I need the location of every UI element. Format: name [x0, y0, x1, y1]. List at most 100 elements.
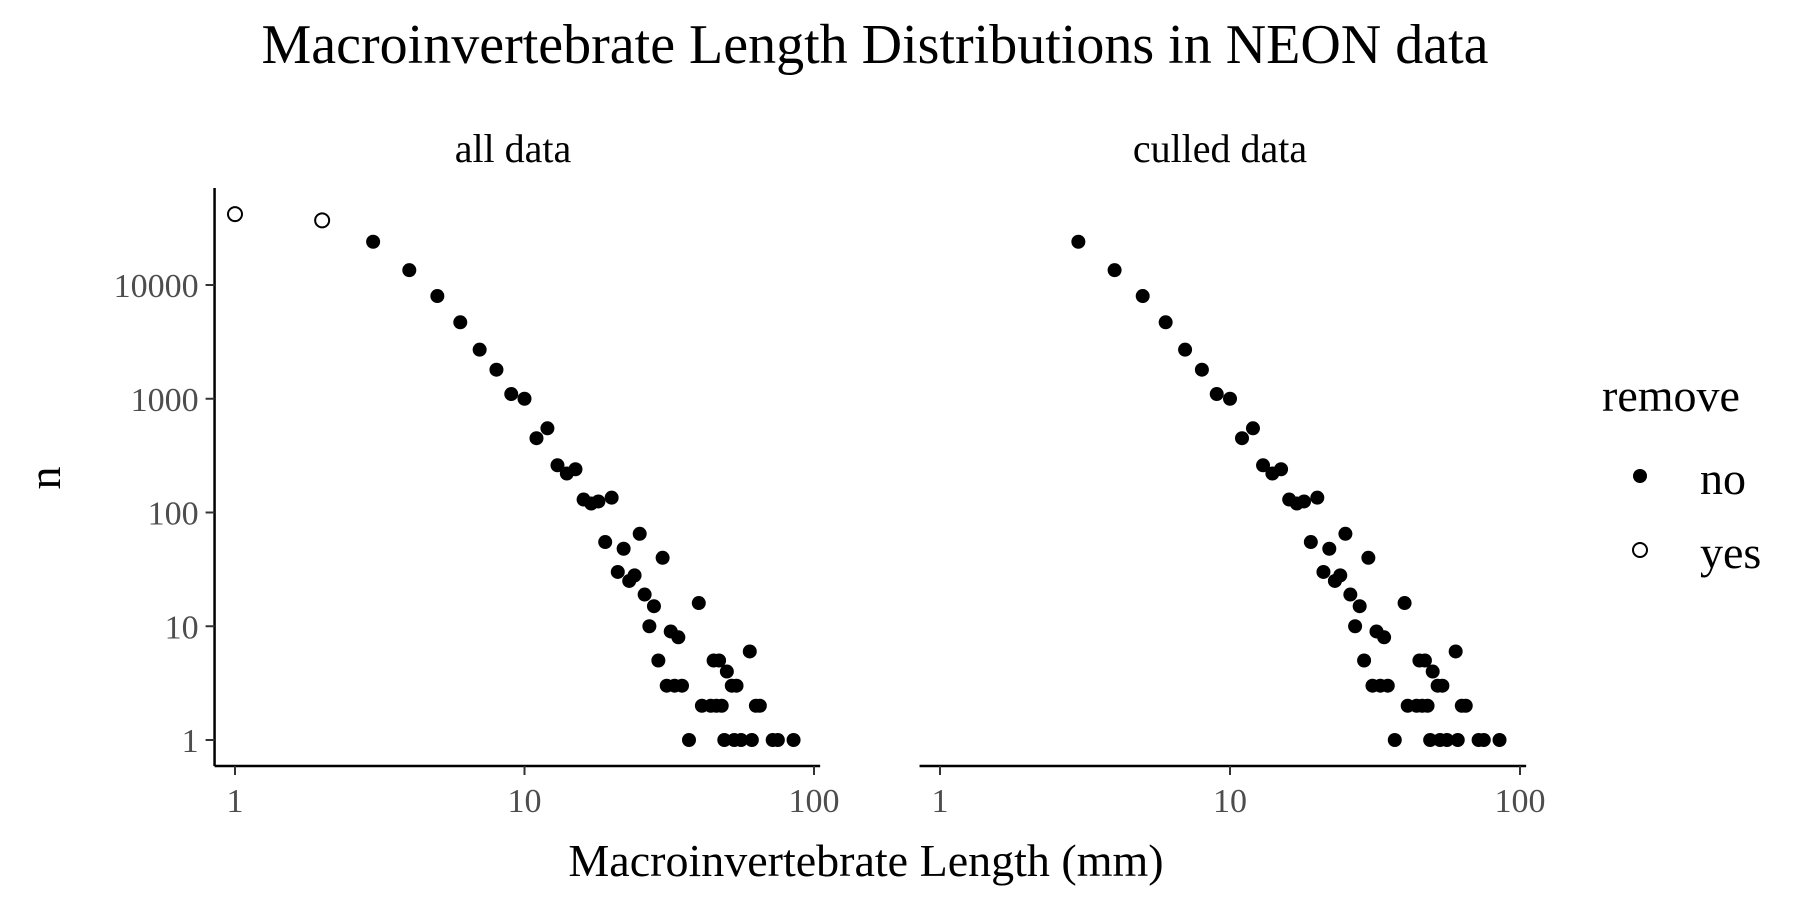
y-tick-label: 100	[148, 496, 199, 533]
data-point-no	[714, 698, 729, 713]
data-point-no	[568, 462, 583, 477]
y-tick-label: 1	[182, 723, 199, 760]
x-tick-label: 100	[1495, 783, 1546, 820]
data-point-yes	[227, 206, 243, 223]
panel-all-data: all data 1 10 100 1 10 100 1000 10000	[114, 126, 840, 820]
data-point-no	[604, 490, 619, 505]
panel-culled-data: culled data 1 10 100	[919, 126, 1546, 820]
x-tick-label: 1	[932, 783, 949, 820]
data-point-no	[1316, 564, 1331, 579]
data-point-no	[1338, 526, 1353, 541]
data-point-no	[1361, 550, 1376, 565]
data-point-no	[472, 342, 487, 357]
data-point-no	[646, 599, 661, 614]
data-point-no	[734, 733, 749, 747]
data-point-no	[681, 733, 696, 747]
data-point-no	[591, 494, 606, 509]
data-point-no	[1235, 431, 1250, 446]
x-tick-label: 1	[227, 783, 244, 820]
x-tick-label: 10	[1213, 783, 1247, 820]
data-point-no	[742, 644, 757, 659]
data-point-no	[675, 678, 690, 693]
data-point-no	[1439, 733, 1454, 747]
data-point-no	[1435, 678, 1450, 693]
chart-title: Macroinvertebrate Length Distributions i…	[262, 14, 1489, 76]
data-point-no	[1348, 619, 1363, 634]
data-point-no	[786, 733, 801, 747]
data-point-no	[517, 391, 532, 406]
data-point-no	[729, 678, 744, 693]
y-tick-label: 10	[165, 609, 199, 646]
data-point-no	[1333, 568, 1348, 583]
data-point-no	[632, 526, 647, 541]
y-axis-title: n	[19, 467, 70, 490]
panel-label-all-data: all data	[455, 126, 572, 171]
legend-key-yes	[1632, 542, 1648, 558]
y-tick-label: 1000	[131, 382, 199, 419]
data-point-no	[1274, 462, 1289, 477]
data-point-no	[1420, 698, 1435, 713]
data-point-no	[1423, 733, 1438, 747]
data-point-no	[1492, 733, 1507, 747]
data-point-no	[430, 289, 445, 304]
data-point-no	[1158, 315, 1173, 330]
data-point-no	[1387, 733, 1402, 747]
data-point-no	[1135, 289, 1150, 304]
data-point-no	[651, 653, 666, 668]
data-point-no	[1223, 391, 1237, 406]
data-point-no	[1303, 535, 1318, 550]
data-point-no	[1352, 599, 1367, 614]
data-point-no	[1194, 362, 1209, 377]
data-point-no	[1448, 644, 1463, 659]
data-point-no	[1297, 494, 1312, 509]
data-point-no	[1458, 698, 1473, 713]
data-point-no	[1256, 458, 1271, 473]
data-point-no	[1322, 541, 1337, 556]
data-point-no	[1450, 733, 1465, 747]
data-point-no	[540, 421, 555, 436]
x-axis-title: Macroinvertebrate Length (mm)	[568, 835, 1163, 886]
data-point-no	[598, 535, 613, 550]
legend-label-no: no	[1700, 453, 1746, 504]
data-point-no	[402, 263, 417, 278]
data-point-no	[550, 458, 565, 473]
data-point-no	[1397, 596, 1412, 611]
data-point-no	[489, 362, 504, 377]
data-point-no	[712, 653, 727, 668]
data-point-no	[1343, 587, 1358, 602]
data-point-no	[366, 234, 381, 249]
data-point-yes	[314, 212, 331, 229]
data-point-no	[1476, 733, 1491, 747]
data-point-no	[1178, 342, 1193, 357]
data-point-no	[616, 541, 631, 556]
data-point-no	[610, 564, 625, 579]
data-point-no	[717, 733, 732, 747]
data-point-no	[691, 596, 706, 611]
legend-key-no	[1633, 469, 1647, 483]
data-point-no	[1209, 387, 1224, 402]
data-point-no	[453, 315, 468, 330]
data-point-no	[1425, 664, 1440, 679]
data-point-no	[655, 550, 670, 565]
data-point-no	[744, 733, 759, 747]
data-point-no	[1071, 234, 1086, 249]
legend: remove no yes	[1602, 370, 1761, 578]
data-point-no	[1357, 653, 1372, 668]
data-point-no	[627, 568, 642, 583]
legend-label-yes: yes	[1700, 527, 1761, 578]
data-point-no	[1310, 490, 1325, 505]
data-point-no	[770, 733, 785, 747]
data-point-no	[1377, 630, 1392, 645]
data-point-no	[1417, 653, 1432, 668]
data-point-no	[1245, 421, 1260, 436]
x-tick-label: 10	[508, 783, 542, 820]
x-tick-label: 100	[789, 783, 840, 820]
panel-label-culled-data: culled data	[1133, 126, 1308, 171]
data-point-no	[1107, 263, 1122, 278]
data-point-no	[719, 664, 734, 679]
data-point-no	[752, 698, 767, 713]
data-point-no	[637, 587, 652, 602]
data-point-no	[1380, 678, 1395, 693]
